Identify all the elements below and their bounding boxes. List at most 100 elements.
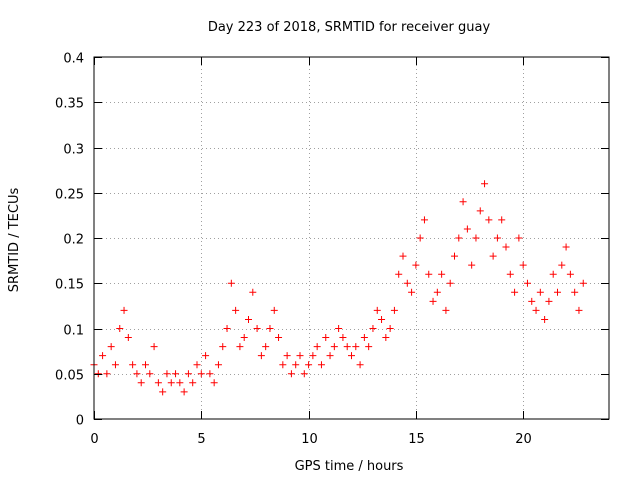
data-point: [133, 370, 141, 378]
data-point: [382, 334, 390, 342]
data-point: [154, 379, 162, 387]
data-point: [386, 325, 394, 332]
data-point: [571, 288, 579, 296]
data-point: [356, 361, 364, 369]
data-point: [253, 325, 261, 332]
y-tick-labels: 0 0.05 0.1 0.15 0.2 0.25 0.3 0.35 0.4: [55, 52, 84, 429]
data-point: [236, 343, 244, 351]
data-point: [442, 306, 450, 314]
data-point: [528, 297, 536, 305]
data-point: [348, 352, 355, 360]
data-point: [120, 306, 128, 314]
data-point: [257, 352, 265, 360]
data-point: [412, 261, 420, 269]
data-point: [399, 252, 407, 260]
data-point: [481, 180, 489, 188]
data-point: [292, 361, 300, 369]
data-point: [322, 334, 330, 342]
data-point: [485, 216, 493, 224]
data-point: [549, 270, 557, 278]
x-tick-label: 0: [90, 432, 98, 447]
data-point: [455, 234, 463, 242]
data-point: [206, 370, 214, 378]
data-point: [326, 352, 334, 360]
data-point: [116, 325, 124, 332]
data-point: [197, 370, 205, 378]
y-tick-label: 0.1: [63, 324, 84, 339]
chart-title: Day 223 of 2018, SRMTID for receiver gua…: [208, 20, 491, 35]
data-point: [184, 370, 192, 378]
data-point: [180, 388, 188, 396]
axis-ticks: [94, 57, 609, 420]
data-point: [502, 243, 510, 251]
data-point: [343, 343, 351, 351]
x-tick-labels: 0 5 10 15 20: [90, 432, 531, 447]
data-point: [137, 379, 145, 387]
data-point: [468, 261, 476, 269]
data-point: [172, 370, 180, 378]
data-point: [506, 270, 514, 278]
data-point: [283, 352, 291, 360]
grid-lines: [94, 57, 609, 419]
data-point: [111, 361, 119, 369]
data-point: [541, 315, 549, 323]
data-point: [300, 370, 308, 378]
data-point: [511, 288, 519, 296]
x-tick-label: 15: [408, 432, 425, 447]
data-point: [232, 306, 240, 314]
y-tick-label: 0.2: [63, 233, 84, 248]
data-point: [270, 306, 278, 314]
data-point: [99, 352, 107, 360]
data-point: [317, 361, 325, 369]
data-point: [433, 288, 441, 296]
data-point: [103, 370, 111, 378]
data-point: [446, 279, 454, 287]
data-point: [575, 306, 583, 314]
data-point: [352, 343, 360, 351]
data-point: [566, 270, 574, 278]
data-point: [360, 334, 368, 342]
data-point: [249, 288, 257, 296]
y-tick-label: 0.15: [55, 278, 84, 293]
data-point: [536, 288, 544, 296]
data-point: [262, 343, 270, 351]
y-tick-label: 0.25: [55, 188, 84, 203]
data-point: [532, 306, 540, 314]
data-point: [416, 234, 424, 242]
data-point: [545, 297, 553, 305]
data-points: [90, 180, 587, 396]
data-point: [313, 343, 321, 351]
data-point: [523, 279, 531, 287]
y-tick-label: 0.3: [63, 143, 84, 158]
x-tick-label: 20: [515, 432, 532, 447]
data-point: [305, 361, 313, 369]
data-point: [167, 379, 175, 387]
data-point: [146, 370, 154, 378]
data-point: [279, 361, 287, 369]
data-point: [287, 370, 295, 378]
data-point: [420, 216, 428, 224]
y-tick-label: 0.4: [63, 52, 84, 67]
data-point: [472, 234, 480, 242]
data-point: [142, 361, 149, 369]
data-point: [339, 334, 347, 342]
data-point: [227, 279, 235, 287]
data-point: [202, 352, 210, 360]
data-point: [219, 343, 227, 351]
data-point: [214, 361, 222, 369]
data-point: [210, 379, 218, 387]
data-point: [558, 261, 566, 269]
data-point: [193, 361, 201, 369]
data-point: [124, 334, 132, 342]
y-tick-label: 0.05: [55, 369, 84, 384]
data-point: [94, 370, 102, 378]
data-point: [296, 352, 304, 360]
x-tick-label: 5: [197, 432, 205, 447]
data-point: [498, 216, 506, 224]
data-point: [489, 252, 497, 260]
data-point: [579, 279, 587, 287]
plot-frame-group: [90, 56, 610, 420]
x-tick-label: 10: [301, 432, 318, 447]
data-point: [335, 325, 343, 332]
